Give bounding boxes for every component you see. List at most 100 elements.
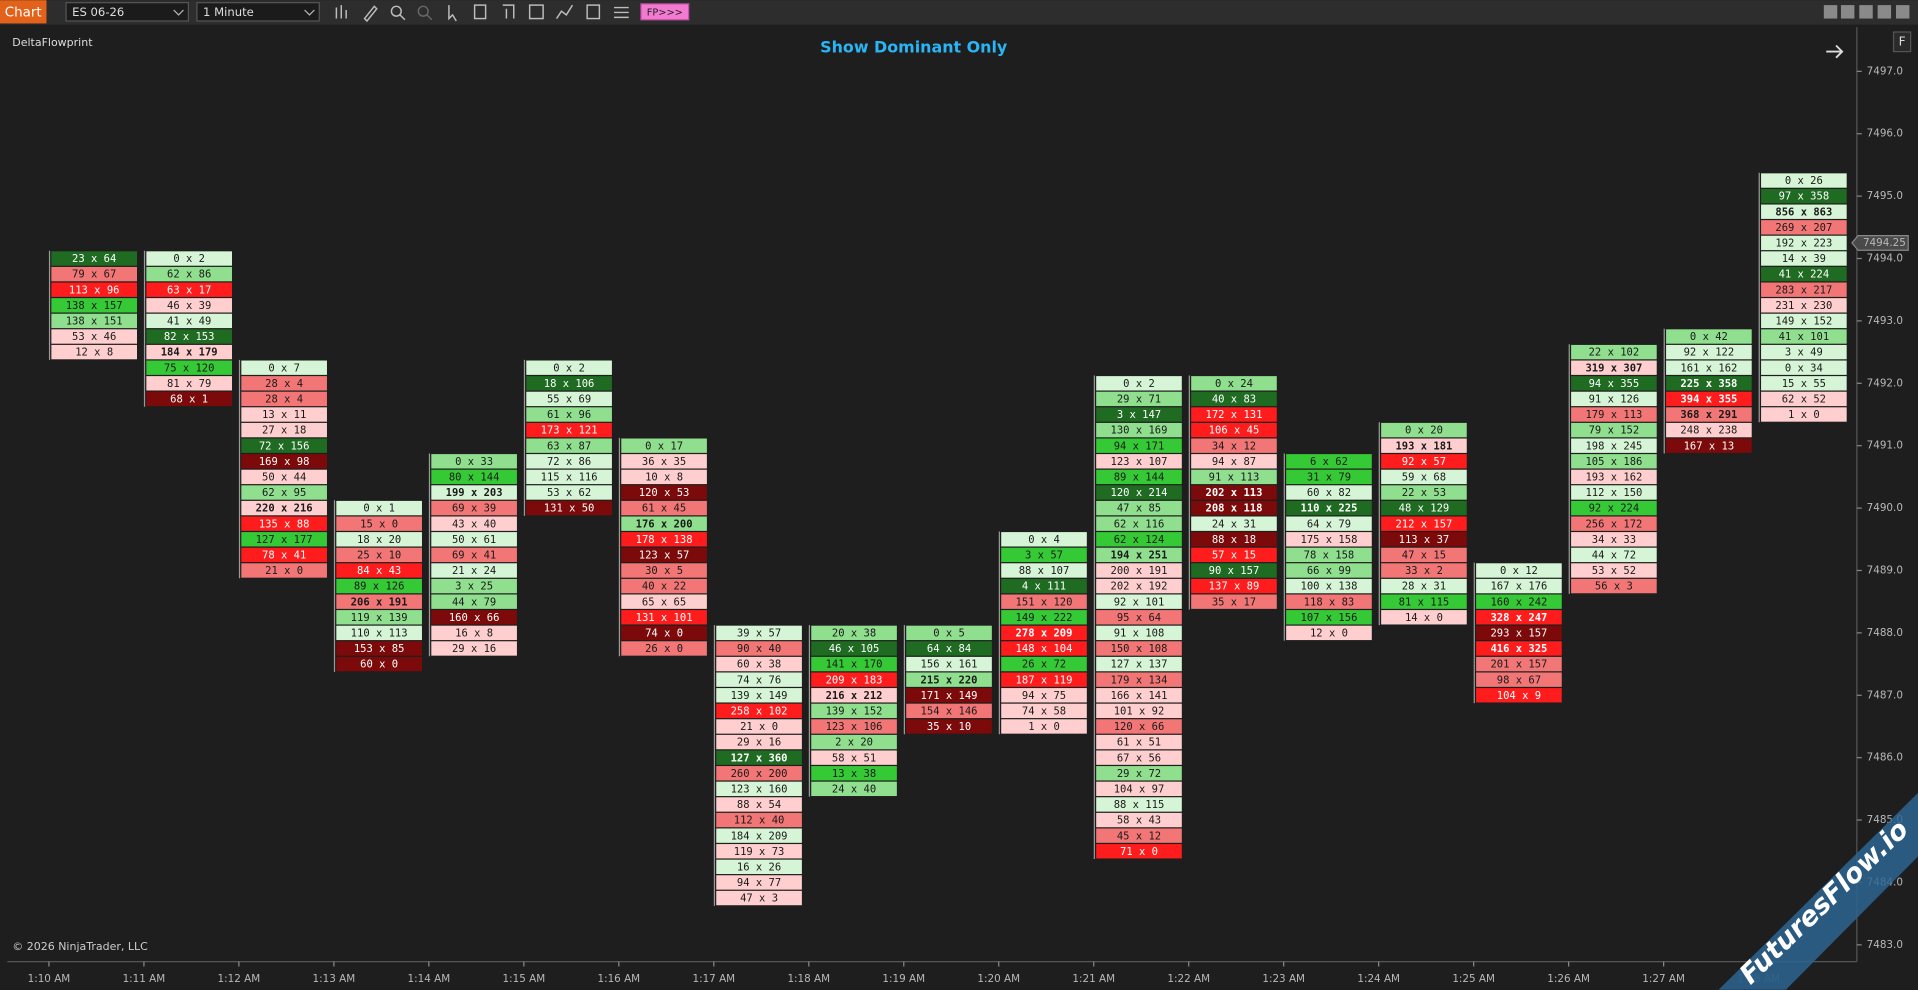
footprint-cell — [1286, 547, 1372, 563]
cell-label: 61 x 96 — [547, 409, 591, 421]
footprint-cell — [1381, 454, 1467, 469]
footprint-cell — [241, 485, 327, 500]
cell-label: 79 x 152 — [1589, 425, 1640, 437]
footprint-cell — [1381, 578, 1467, 594]
footprint-cell — [1381, 547, 1467, 563]
footprint-cell — [1571, 454, 1657, 469]
footprint-cell — [1571, 407, 1657, 422]
footprint-cell — [526, 407, 612, 422]
cell-label: 138 x 151 — [66, 316, 123, 328]
plot: 7483.07484.07485.07486.07487.07488.07489… — [28, 65, 1909, 985]
footprint-cell — [336, 594, 422, 609]
footprint-cell — [1761, 298, 1847, 313]
dropdown-arrow — [173, 9, 184, 16]
footprint-cell — [811, 656, 897, 672]
x-tick-label: 1:16 AM — [597, 973, 640, 985]
cell-label: 106 x 45 — [1209, 425, 1260, 437]
footprint-cell — [1096, 656, 1182, 672]
footprint-cell — [1096, 844, 1182, 859]
cell-label: 131 x 50 — [544, 503, 595, 515]
cell-label: 283 x 217 — [1775, 284, 1832, 296]
cell-label: 21 x 0 — [265, 565, 303, 577]
window-buttons[interactable] — [1823, 5, 1910, 19]
cell-label: 62 x 116 — [1114, 518, 1165, 530]
footprint-cell — [51, 266, 137, 282]
cell-label: 201 x 157 — [1490, 659, 1547, 671]
footprint-cell — [431, 625, 517, 641]
footprint-cell — [1571, 360, 1657, 375]
footprint-cell — [1476, 672, 1562, 687]
footprint-cell — [1571, 344, 1657, 360]
cell-label: 1 x 0 — [1028, 721, 1060, 733]
cell-label: 113 x 37 — [1399, 534, 1450, 546]
cell-label: 62 x 124 — [1114, 534, 1165, 546]
footprint-cell — [621, 469, 707, 485]
footprint-cell — [621, 594, 707, 609]
footprint-cell — [906, 641, 992, 656]
footprint-cell — [1666, 391, 1752, 407]
footprint-cell — [1191, 516, 1277, 531]
cell-label: 97 x 358 — [1779, 191, 1830, 203]
footprint-cell — [241, 547, 327, 563]
footprint-cell — [1096, 610, 1182, 625]
cell-label: 258 x 102 — [731, 705, 788, 717]
footprint-cell — [1476, 625, 1562, 641]
footprint-cell — [621, 563, 707, 578]
footprint-cell — [1761, 329, 1847, 344]
footprint-cell — [1571, 485, 1657, 500]
cell-label: 88 x 115 — [1114, 799, 1165, 811]
cell-label: 46 x 105 — [829, 643, 880, 655]
footprint-cell — [1096, 422, 1182, 438]
footprint-cell — [1666, 376, 1752, 391]
footprint-cell — [716, 672, 802, 687]
y-tick-label: 7489.0 — [1867, 564, 1903, 576]
cell-label: 55 x 69 — [547, 394, 591, 406]
cell-label: 1 x 0 — [1788, 409, 1820, 421]
footprint-cell — [1476, 688, 1562, 703]
footprint-cell — [51, 344, 137, 360]
footprint-cell — [716, 734, 802, 750]
interval-select[interactable] — [196, 2, 320, 22]
footprint-cell — [1286, 563, 1372, 578]
footprint-cell — [1381, 610, 1467, 625]
footprint-cell — [526, 469, 612, 485]
cell-label: 137 x 89 — [1209, 581, 1260, 593]
footprint-cell — [1001, 532, 1087, 547]
cell-label: 91 x 126 — [1589, 394, 1640, 406]
footprint-cell — [1191, 532, 1277, 547]
instrument-select[interactable] — [65, 2, 189, 22]
footprint-cell — [526, 360, 612, 375]
cell-label: 68 x 1 — [170, 394, 208, 406]
footprint-cell — [51, 298, 137, 313]
footprint-cell — [621, 485, 707, 500]
footprint-cell — [1381, 469, 1467, 485]
cell-label: 0 x 33 — [455, 456, 493, 468]
chart-tab[interactable] — [0, 0, 47, 24]
cell-label: 184 x 179 — [161, 347, 218, 359]
footprint-cell — [1001, 719, 1087, 734]
y-tick-label: 7494.0 — [1867, 253, 1903, 265]
cell-label: 78 x 158 — [1304, 549, 1355, 561]
cell-label: 29 x 71 — [1117, 394, 1161, 406]
footprint-cell — [1381, 438, 1467, 453]
toolbar-icons[interactable] — [335, 4, 629, 23]
fp-button[interactable] — [640, 3, 690, 21]
arrow-icon[interactable] — [1826, 44, 1844, 59]
footprint-cell — [1286, 454, 1372, 469]
cell-label: 0 x 24 — [1215, 378, 1253, 390]
cell-label: 113 x 96 — [69, 284, 120, 296]
cell-label: 187 x 119 — [1016, 674, 1073, 686]
cell-label: 225 x 358 — [1680, 378, 1737, 390]
cell-label: 416 x 325 — [1490, 643, 1547, 655]
x-tick-label: 1:18 AM — [787, 973, 830, 985]
footprint-cell — [1191, 547, 1277, 563]
fp-button-label: FP>>> — [647, 7, 683, 18]
cell-label: 0 x 42 — [1690, 331, 1728, 343]
footprint-cell — [1191, 391, 1277, 407]
footprint-cell — [1191, 500, 1277, 516]
side-button[interactable] — [1892, 31, 1912, 53]
footprint-cell — [716, 781, 802, 797]
footprint-cell — [716, 688, 802, 703]
cell-label: 104 x 97 — [1114, 783, 1165, 795]
cell-label: 74 x 0 — [645, 627, 683, 639]
